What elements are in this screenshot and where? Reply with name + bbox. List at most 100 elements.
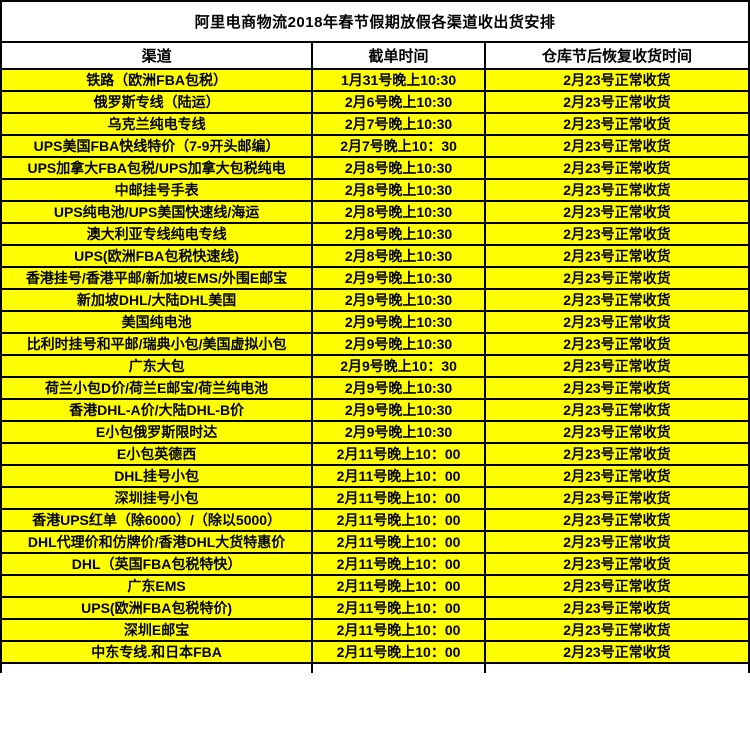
cell-cutoff-time: 2月11号晚上10：00 — [311, 508, 486, 532]
cell-channel: 深圳挂号小包 — [0, 486, 314, 510]
cell-cutoff-time: 2月9号晚上10:30 — [311, 420, 486, 444]
cell-channel: 香港UPS红单（除6000）/（除以5000） — [0, 508, 314, 532]
cell-resume-time: 2月23号正常收货 — [483, 376, 750, 400]
cell-cutoff-time: 2月9号晚上10:30 — [311, 398, 486, 422]
table-row: 比利时挂号和平邮/瑞典小包/美国虚拟小包 2月9号晚上10:30 2月23号正常收货 — [0, 332, 750, 356]
table-row: 广东EMS 2月11号晚上10：00 2月23号正常收货 — [0, 574, 750, 598]
cell-channel: 澳大利亚专线纯电专线 — [0, 222, 314, 246]
cell-cutoff-time: 2月7号晚上10：30 — [311, 134, 486, 158]
cell-cutoff-time: 2月9号晚上10:30 — [311, 288, 486, 312]
cell-cutoff-time: 2月11号晚上10：00 — [311, 640, 486, 664]
cell-channel: UPS美国FBA快线特价（7-9开头邮编） — [0, 134, 314, 158]
cell-cutoff-time: 2月8号晚上10:30 — [311, 222, 486, 246]
cell-channel: 香港DHL-A价/大陆DHL-B价 — [0, 398, 314, 422]
cell-channel: 美国纯电池 — [0, 310, 314, 334]
cell-channel: UPS纯电池/UPS美国快速线/海运 — [0, 200, 314, 224]
table-row: UPS加拿大FBA包税/UPS加拿大包税纯电 2月8号晚上10:30 2月23号正常… — [0, 156, 750, 180]
cell-resume-time: 2月23号正常收货 — [483, 266, 750, 290]
partial-row — [0, 662, 750, 673]
cell-channel: 铁路（欧洲FBA包税） — [0, 68, 314, 92]
cell-resume-time: 2月23号正常收货 — [483, 68, 750, 92]
cell-cutoff-time: 1月31号晚上10:30 — [311, 68, 486, 92]
page-title: 阿里电商物流2018年春节假期放假各渠道收出货安排 — [0, 0, 750, 43]
table-row: 香港DHL-A价/大陆DHL-B价 2月9号晚上10:30 2月23号正常收货 — [0, 398, 750, 422]
table-row: E小包俄罗斯限时达 2月9号晚上10:30 2月23号正常收货 — [0, 420, 750, 444]
cell-channel: 中邮挂号手表 — [0, 178, 314, 202]
column-header-channel: 渠道 — [0, 41, 314, 70]
table-row: UPS(欧洲FBA包税特价) 2月11号晚上10：00 2月23号正常收货 — [0, 596, 750, 620]
cell-cutoff-time: 2月11号晚上10：00 — [311, 442, 486, 466]
cell-cutoff-time: 2月6号晚上10:30 — [311, 90, 486, 114]
schedule-table: 阿里电商物流2018年春节假期放假各渠道收出货安排 渠道 截单时间 仓库节后恢复… — [0, 0, 750, 673]
table-row: 深圳挂号小包 2月11号晚上10：00 2月23号正常收货 — [0, 486, 750, 510]
cell-cutoff-time: 2月11号晚上10：00 — [311, 464, 486, 488]
table-row: 铁路（欧洲FBA包税） 1月31号晚上10:30 2月23号正常收货 — [0, 68, 750, 92]
table-row: 新加坡DHL/大陆DHL美国 2月9号晚上10:30 2月23号正常收货 — [0, 288, 750, 312]
column-header-cutoff-time: 截单时间 — [311, 41, 486, 70]
table-row: 深圳E邮宝 2月11号晚上10：00 2月23号正常收货 — [0, 618, 750, 642]
cell-channel: UPS加拿大FBA包税/UPS加拿大包税纯电 — [0, 156, 314, 180]
cell-channel: 比利时挂号和平邮/瑞典小包/美国虚拟小包 — [0, 332, 314, 356]
cell-cutoff-time: 2月11号晚上10：00 — [311, 486, 486, 510]
table-row: UPS(欧洲FBA包税快速线) 2月8号晚上10:30 2月23号正常收货 — [0, 244, 750, 268]
cell-resume-time: 2月23号正常收货 — [483, 574, 750, 598]
cell-resume-time: 2月23号正常收货 — [483, 156, 750, 180]
cell-cutoff-time: 2月11号晚上10：00 — [311, 530, 486, 554]
table-row: 香港挂号/香港平邮/新加坡EMS/外围E邮宝 2月9号晚上10:30 2月23号正常… — [0, 266, 750, 290]
cell-resume-time: 2月23号正常收货 — [483, 288, 750, 312]
cell-cutoff-time: 2月8号晚上10:30 — [311, 178, 486, 202]
cell-resume-time: 2月23号正常收货 — [483, 618, 750, 642]
cell-resume-time: 2月23号正常收货 — [483, 200, 750, 224]
table-row: UPS美国FBA快线特价（7-9开头邮编） 2月7号晚上10：30 2月23号正常收… — [0, 134, 750, 158]
cell-channel: 广东大包 — [0, 354, 314, 378]
table-row: 俄罗斯专线（陆运） 2月6号晚上10:30 2月23号正常收货 — [0, 90, 750, 114]
table-row: 荷兰小包D价/荷兰E邮宝/荷兰纯电池 2月9号晚上10:30 2月23号正常收货 — [0, 376, 750, 400]
cell-resume-time: 2月23号正常收货 — [483, 596, 750, 620]
cell-cutoff-time: 2月11号晚上10：00 — [311, 618, 486, 642]
table-row: DHL代理价和仿牌价/香港DHL大货特惠价 2月11号晚上10：00 2月23号正常… — [0, 530, 750, 554]
cell-resume-time: 2月23号正常收货 — [483, 552, 750, 576]
cell-resume-time: 2月23号正常收货 — [483, 464, 750, 488]
header-row: 渠道 截单时间 仓库节后恢复收货时间 — [0, 41, 750, 70]
cell-channel: DHL挂号小包 — [0, 464, 314, 488]
cell-cutoff-time: 2月11号晚上10：00 — [311, 596, 486, 620]
cell-cutoff-time: 2月9号晚上10:30 — [311, 266, 486, 290]
cell-resume-time: 2月23号正常收货 — [483, 508, 750, 532]
cell-channel: 中东专线.和日本FBA — [0, 640, 314, 664]
partial-cell — [483, 662, 750, 673]
cell-resume-time: 2月23号正常收货 — [483, 420, 750, 444]
cell-resume-time: 2月23号正常收货 — [483, 332, 750, 356]
cell-resume-time: 2月23号正常收货 — [483, 178, 750, 202]
table-row: 美国纯电池 2月9号晚上10:30 2月23号正常收货 — [0, 310, 750, 334]
table-row: 中东专线.和日本FBA 2月11号晚上10：00 2月23号正常收货 — [0, 640, 750, 664]
cell-channel: UPS(欧洲FBA包税特价) — [0, 596, 314, 620]
cell-resume-time: 2月23号正常收货 — [483, 244, 750, 268]
cell-resume-time: 2月23号正常收货 — [483, 90, 750, 114]
cell-channel: DHL代理价和仿牌价/香港DHL大货特惠价 — [0, 530, 314, 554]
table-row: 乌克兰纯电专线 2月7号晚上10:30 2月23号正常收货 — [0, 112, 750, 136]
cell-resume-time: 2月23号正常收货 — [483, 222, 750, 246]
cell-channel: DHL（英国FBA包税特快） — [0, 552, 314, 576]
column-header-resume-time: 仓库节后恢复收货时间 — [483, 41, 750, 70]
partial-cell — [0, 662, 314, 673]
cell-channel: 香港挂号/香港平邮/新加坡EMS/外围E邮宝 — [0, 266, 314, 290]
title-row: 阿里电商物流2018年春节假期放假各渠道收出货安排 — [0, 0, 750, 43]
cell-resume-time: 2月23号正常收货 — [483, 398, 750, 422]
cell-resume-time: 2月23号正常收货 — [483, 530, 750, 554]
table-row: 香港UPS红单（除6000）/（除以5000） 2月11号晚上10：00 2月23号… — [0, 508, 750, 532]
cell-resume-time: 2月23号正常收货 — [483, 486, 750, 510]
cell-cutoff-time: 2月11号晚上10：00 — [311, 574, 486, 598]
cell-cutoff-time: 2月7号晚上10:30 — [311, 112, 486, 136]
table-row: 中邮挂号手表 2月8号晚上10:30 2月23号正常收货 — [0, 178, 750, 202]
cell-cutoff-time: 2月11号晚上10：00 — [311, 552, 486, 576]
table-row: 澳大利亚专线纯电专线 2月8号晚上10:30 2月23号正常收货 — [0, 222, 750, 246]
cell-channel: E小包英德西 — [0, 442, 314, 466]
table-row: DHL挂号小包 2月11号晚上10：00 2月23号正常收货 — [0, 464, 750, 488]
cell-resume-time: 2月23号正常收货 — [483, 112, 750, 136]
cell-resume-time: 2月23号正常收货 — [483, 354, 750, 378]
cell-resume-time: 2月23号正常收货 — [483, 134, 750, 158]
cell-channel: UPS(欧洲FBA包税快速线) — [0, 244, 314, 268]
cell-cutoff-time: 2月8号晚上10:30 — [311, 200, 486, 224]
cell-cutoff-time: 2月9号晚上10:30 — [311, 332, 486, 356]
